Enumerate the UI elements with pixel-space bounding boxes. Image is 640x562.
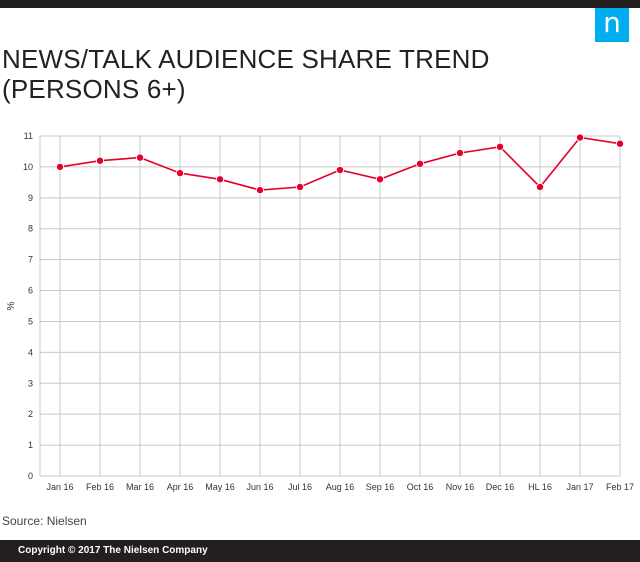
x-tick-label: Sep 16 [366,482,395,492]
x-tick-label: Nov 16 [446,482,475,492]
y-tick-label: 2 [28,409,33,419]
data-point [616,139,625,148]
chart-title: NEWS/TALK AUDIENCE SHARE TREND (PERSONS … [2,44,490,104]
nielsen-logo-icon: n [595,8,629,42]
x-tick-label: Jul 16 [288,482,312,492]
copyright-text: Copyright © 2017 The Nielsen Company [18,545,208,556]
y-tick-label: 6 [28,286,33,296]
y-tick-label: 5 [28,316,33,326]
x-tick-label: Jan 16 [46,482,73,492]
x-tick-label: Apr 16 [167,482,194,492]
x-tick-label: Dec 16 [486,482,515,492]
y-tick-label: 3 [28,378,33,388]
y-tick-label: 11 [24,131,33,141]
x-tick-label: Jan 17 [566,482,593,492]
source-note: Source: Nielsen [2,514,87,528]
data-point [415,159,424,168]
x-tick-label: Mar 16 [126,482,154,492]
x-tick-label: Feb 16 [86,482,114,492]
y-axis-label: % [6,301,17,310]
data-point [215,175,224,184]
data-point [295,183,304,192]
data-point [175,169,184,178]
data-point [56,162,65,171]
x-tick-label: HL 16 [528,482,552,492]
y-tick-label: 1 [28,440,33,450]
y-tick-label: 8 [28,224,33,234]
data-point [576,133,585,142]
data-point [135,153,144,162]
x-tick-label: Oct 16 [407,482,434,492]
data-point [255,186,264,195]
series-points [56,133,625,195]
x-axis: Jan 16 Feb 16 Mar 16 Apr 16 May 16 Jun 16 Jul … [46,482,634,492]
y-axis: 0 1 2 3 4 5 6 7 8 9 10 11% [6,131,33,481]
y-tick-label: 0 [28,471,33,481]
x-tick-label: Jun 16 [246,482,273,492]
y-tick-label: 4 [28,347,33,357]
data-point [495,142,504,151]
chart-grid [39,135,621,477]
data-point [375,175,384,184]
top-bar [0,0,640,8]
footer-bar: Copyright © 2017 The Nielsen Company [0,540,640,562]
line-chart: 0 1 2 3 4 5 6 7 8 9 10 11% Jan 16 Feb 16 Mar 16 Apr 16… [6,131,634,492]
y-tick-label: 10 [23,162,33,172]
data-point [455,148,464,157]
x-tick-label: Aug 16 [326,482,355,492]
data-point [335,166,344,175]
y-tick-label: 7 [28,255,33,265]
x-tick-label: May 16 [205,482,235,492]
data-point [536,183,545,192]
x-tick-label: Feb 17 [606,482,634,492]
y-tick-label: 9 [28,193,33,203]
data-point [96,156,105,165]
